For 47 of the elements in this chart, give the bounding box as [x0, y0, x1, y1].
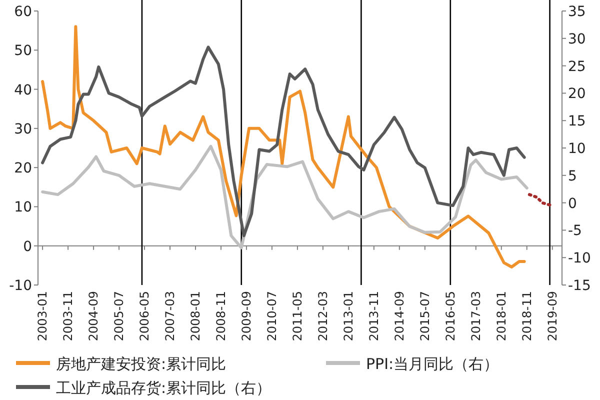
x-tick-label: 2011-05: [290, 291, 304, 342]
x-tick-label: 2018-11: [520, 291, 534, 342]
line-series: [41, 144, 528, 250]
x-tick-label: 2018-01: [494, 291, 508, 342]
x-tick-label: 2003-11: [61, 291, 76, 342]
legend-label: PPI:当月同比（右）: [366, 355, 499, 373]
x-tick-label: 2019-09: [545, 291, 560, 342]
y2-tick-label: 30: [568, 31, 586, 48]
x-tick-label: 2012-03: [316, 291, 330, 342]
x-tick-label: 2004-09: [86, 291, 101, 342]
x-tick-label: 2010-07: [264, 291, 279, 342]
x-tick-label: 2016-05: [443, 291, 458, 342]
y2-tick-label: 10: [568, 141, 586, 157]
x-tick-label: 2005-07: [112, 291, 126, 342]
y2-tick-label: 0: [568, 196, 577, 212]
y-tick-label: 60: [14, 4, 32, 20]
x-tick-label: 2008-11: [214, 291, 228, 342]
x-tick-label: 2008-01: [188, 291, 202, 342]
y-tick-label: 30: [14, 121, 32, 138]
y2-tick-label: 35: [568, 4, 586, 20]
y2-tick-label: 5: [568, 168, 577, 184]
x-tick-label: 2006-05: [138, 291, 152, 342]
legend-label: 房地产建安投资:累计同比: [56, 355, 226, 373]
x-tick-label: 2013-01: [341, 291, 356, 342]
y-tick-label: 50: [14, 43, 32, 60]
x-tick-label: 2015-07: [418, 291, 432, 342]
y-tick-label: 20: [14, 160, 32, 177]
x-tick-label: 2014-09: [392, 291, 406, 342]
line-series: [41, 25, 526, 268]
y2-tick-label: 25: [568, 58, 586, 75]
x-tick-label: 2013-11: [366, 291, 381, 342]
x-tick-label: 2017-03: [468, 291, 483, 342]
y-tick-label: 0: [23, 238, 32, 255]
x-tick-label: 2007-03: [163, 291, 177, 342]
y2-tick-label: -5: [568, 223, 582, 240]
y-tick-label: 10: [14, 200, 32, 216]
y2-tick-label: -15: [568, 278, 591, 294]
line-series: [41, 46, 526, 238]
y2-tick-label: 15: [568, 114, 586, 130]
y-tick-label: 40: [14, 82, 32, 98]
x-tick-label: 2003-01: [36, 291, 50, 342]
legend-label: 工业产成品存货:累计同比（右）: [56, 379, 272, 397]
line-series: [528, 193, 552, 206]
y2-tick-label: 20: [568, 86, 586, 102]
y2-tick-label: -10: [568, 250, 591, 267]
x-tick-label: 2009-09: [239, 291, 254, 342]
y-tick-label: -10: [9, 278, 32, 294]
